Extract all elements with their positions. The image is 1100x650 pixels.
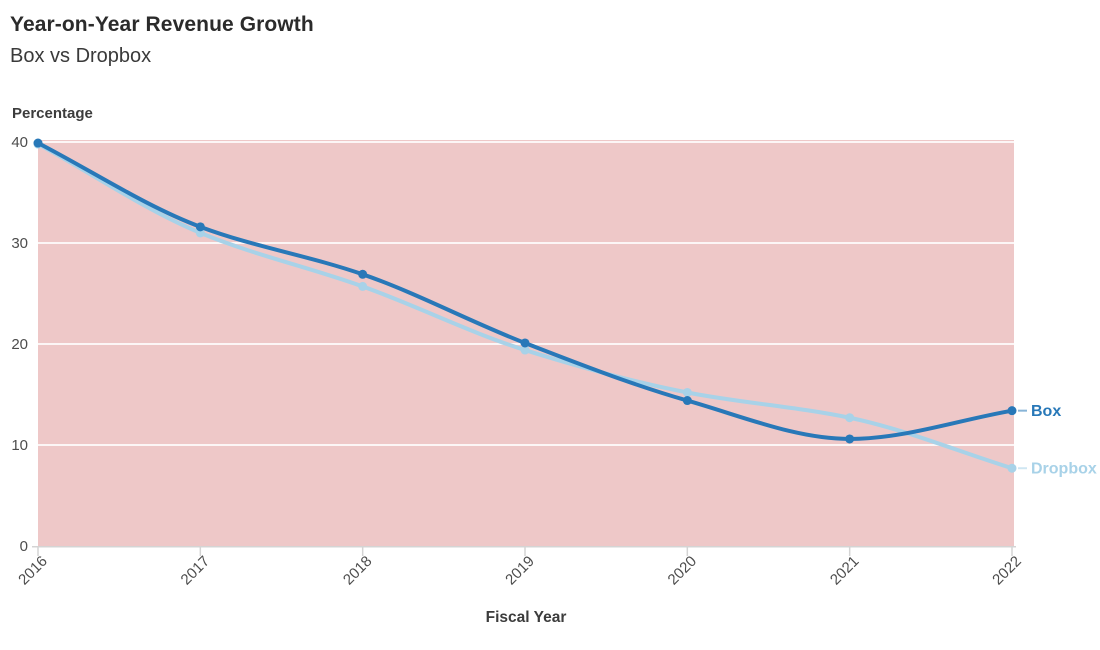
line-chart: 40 30 20 10 0 2016 2017 2018 2019 2020 2021 2022 D… xyxy=(11,134,1097,589)
y-tick-label-20: 20 xyxy=(11,336,28,353)
box-marker-2016 xyxy=(33,138,43,148)
x-tick-label-2018: 2018 xyxy=(340,553,376,589)
x-axis xyxy=(32,546,1016,556)
x-tick-label-2021: 2021 xyxy=(827,553,863,589)
y-tick-label-0: 0 xyxy=(20,538,28,555)
x-tick-labels: 2016 2017 2018 2019 2020 2021 2022 xyxy=(15,553,1025,589)
x-tick-label-2017: 2017 xyxy=(178,553,214,589)
y-axis-title: Percentage xyxy=(12,105,93,122)
box-marker-2018 xyxy=(358,269,368,279)
box-marker-2022 xyxy=(1007,406,1017,416)
y-tick-label-40: 40 xyxy=(11,134,28,151)
x-tick-label-2020: 2020 xyxy=(665,553,701,589)
chart-title: Year-on-Year Revenue Growth xyxy=(10,13,314,36)
dropbox-marker-2021 xyxy=(845,413,855,423)
dropbox-marker-2020 xyxy=(682,387,692,397)
dropbox-end-label: Dropbox xyxy=(1031,461,1097,478)
x-axis-title: Fiscal Year xyxy=(485,609,567,626)
box-marker-2021 xyxy=(845,434,855,444)
box-marker-2019 xyxy=(520,338,530,348)
box-end-label: Box xyxy=(1031,403,1061,420)
box-marker-2017 xyxy=(195,222,205,232)
x-tick-label-2019: 2019 xyxy=(502,553,538,589)
data-series xyxy=(33,138,1017,473)
chart-subtitle: Box vs Dropbox xyxy=(10,45,152,67)
y-tick-labels: 40 30 20 10 0 xyxy=(11,134,28,555)
x-tick-label-2016: 2016 xyxy=(15,553,51,589)
box-marker-2020 xyxy=(682,396,692,406)
dropbox-marker-2019 xyxy=(520,345,530,355)
dropbox-marker-2022 xyxy=(1007,463,1017,473)
series-end-labels: Dropbox Box xyxy=(1018,403,1097,478)
y-tick-label-10: 10 xyxy=(11,437,28,454)
y-tick-label-30: 30 xyxy=(11,235,28,252)
dropbox-marker-2018 xyxy=(358,281,368,291)
x-tick-label-2022: 2022 xyxy=(989,553,1025,589)
